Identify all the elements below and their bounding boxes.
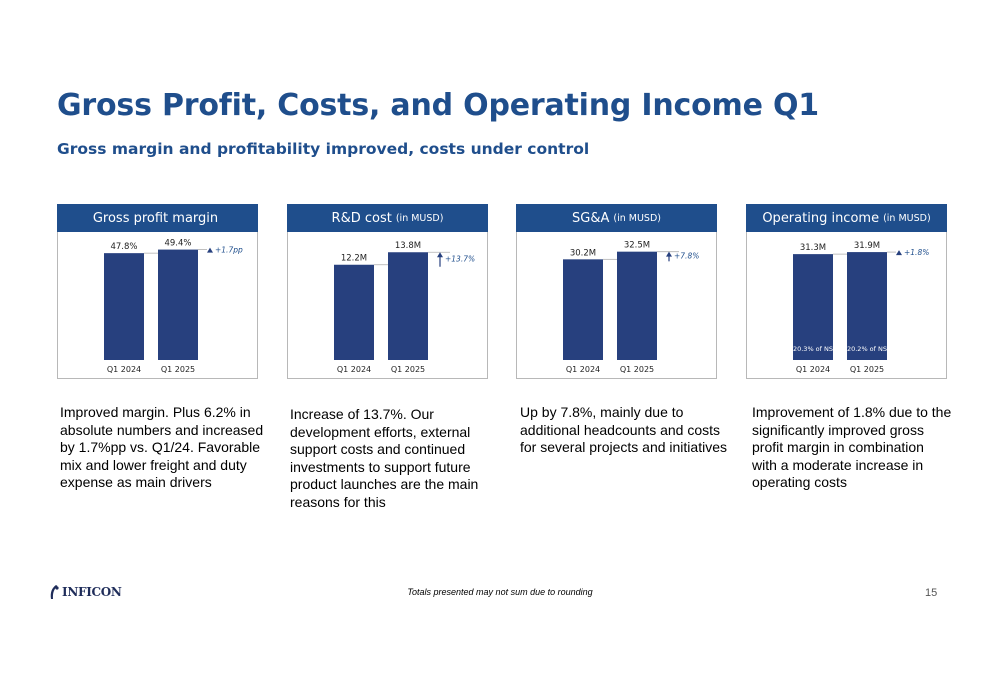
page-number: 15 bbox=[925, 587, 938, 599]
bar bbox=[847, 252, 887, 360]
bar bbox=[158, 249, 198, 360]
category-label: Q1 2024 bbox=[107, 365, 141, 374]
bar bbox=[617, 251, 657, 360]
panel-header: R&D cost (in MUSD) bbox=[287, 204, 488, 232]
description-operating-income: Improvement of 1.8% due to the significa… bbox=[752, 404, 952, 490]
panel-title: SG&A bbox=[572, 210, 610, 226]
company-logo: INFICON bbox=[48, 584, 122, 600]
arrow-up-icon bbox=[437, 252, 443, 258]
panel-title: Gross profit margin bbox=[92, 210, 219, 226]
category-label: Q1 2025 bbox=[391, 365, 425, 374]
description-sga: Up by 7.8%, mainly due to additional hea… bbox=[520, 404, 727, 455]
bar bbox=[334, 264, 374, 360]
category-label: Q1 2025 bbox=[850, 365, 884, 374]
panel-title: R&D cost bbox=[331, 210, 392, 226]
data-label: 13.8M bbox=[395, 241, 421, 251]
data-label: 31.9M bbox=[854, 241, 880, 251]
change-label: +1.8% bbox=[904, 248, 929, 257]
category-label: Q1 2024 bbox=[566, 365, 600, 374]
bar bbox=[793, 254, 833, 360]
panel-gross-profit-margin: Gross profit margin 47.8% Q1 2024 49.4% Q1 … bbox=[57, 204, 258, 379]
panel-header: SG&A (in MUSD) bbox=[516, 204, 717, 232]
panel-unit: (in MUSD) bbox=[613, 212, 661, 224]
category-label: Q1 2024 bbox=[337, 365, 371, 374]
chart-box: 12.2M Q1 2024 13.8M Q1 2025 +13.7% bbox=[287, 232, 488, 379]
page-title: Gross Profit, Costs, and Operating Incom… bbox=[57, 88, 819, 123]
logo-text: INFICON bbox=[62, 585, 122, 599]
category-label: Q1 2025 bbox=[620, 365, 654, 374]
data-label: 12.2M bbox=[341, 254, 367, 264]
panel-header: Operating income (in MUSD) bbox=[746, 204, 947, 232]
data-label: 30.2M bbox=[570, 248, 596, 258]
bar bbox=[388, 252, 428, 360]
bar-chart-sga: 30.2M Q1 2024 32.5M Q1 2025 +7.8% bbox=[563, 241, 699, 374]
data-label: 32.5M bbox=[624, 241, 650, 251]
data-label: 47.8% bbox=[110, 242, 137, 252]
data-label: 31.3M bbox=[800, 243, 826, 253]
arrow-up-icon bbox=[666, 251, 672, 257]
data-label: 49.4% bbox=[164, 239, 191, 249]
change-label: +7.8% bbox=[674, 252, 699, 261]
triangle-up-icon bbox=[207, 247, 213, 253]
chart-box: 30.2M Q1 2024 32.5M Q1 2025 +7.8% bbox=[516, 232, 717, 379]
change-label: +1.7pp bbox=[215, 246, 243, 255]
bar-chart-rd-cost: 12.2M Q1 2024 13.8M Q1 2025 +13.7% bbox=[334, 241, 475, 374]
change-label: +13.7% bbox=[445, 254, 475, 263]
chart-box: 47.8% Q1 2024 49.4% Q1 2025 +1.7pp bbox=[57, 232, 258, 379]
panel-unit: (in MUSD) bbox=[395, 212, 444, 224]
bar-chart-gross-profit-margin: 47.8% Q1 2024 49.4% Q1 2025 +1.7pp bbox=[104, 239, 243, 374]
page-subtitle: Gross margin and profitability improved,… bbox=[57, 140, 590, 158]
panel-unit: (in MUSD) bbox=[883, 212, 931, 224]
panel-header: Gross profit margin bbox=[57, 204, 258, 232]
footer-note: Totals presented may not sum due to roun… bbox=[407, 587, 593, 597]
category-label: Q1 2025 bbox=[161, 365, 195, 374]
panel-sga: SG&A (in MUSD) 30.2M Q1 2024 32.5M Q1 2025 +… bbox=[516, 204, 717, 379]
inficon-mark-icon bbox=[50, 585, 59, 599]
chart-box: 31.3M Q1 2024 20.3% of NS 31.9M Q1 2025 20.2%… bbox=[746, 232, 947, 379]
triangle-up-icon bbox=[896, 250, 902, 256]
description-gross-profit-margin: Improved margin. Plus 6.2% in absolute n… bbox=[60, 404, 264, 490]
share-of-sales-label: 20.2% of NS bbox=[847, 345, 887, 353]
share-of-sales-label: 20.3% of NS bbox=[793, 345, 833, 353]
bar-chart-operating-income: 31.3M Q1 2024 20.3% of NS 31.9M Q1 2025 20.2%… bbox=[793, 241, 929, 374]
description-rd-cost: Increase of 13.7%. Our development effor… bbox=[290, 406, 479, 510]
panel-operating-income: Operating income (in MUSD) 31.3M Q1 2024 2… bbox=[746, 204, 947, 379]
panel-title: Operating income bbox=[762, 210, 880, 226]
category-label: Q1 2024 bbox=[796, 365, 830, 374]
bar bbox=[563, 259, 603, 360]
panel-rd-cost: R&D cost (in MUSD) 12.2M Q1 2024 13.8M Q1 2… bbox=[287, 204, 488, 379]
bar bbox=[104, 253, 144, 360]
